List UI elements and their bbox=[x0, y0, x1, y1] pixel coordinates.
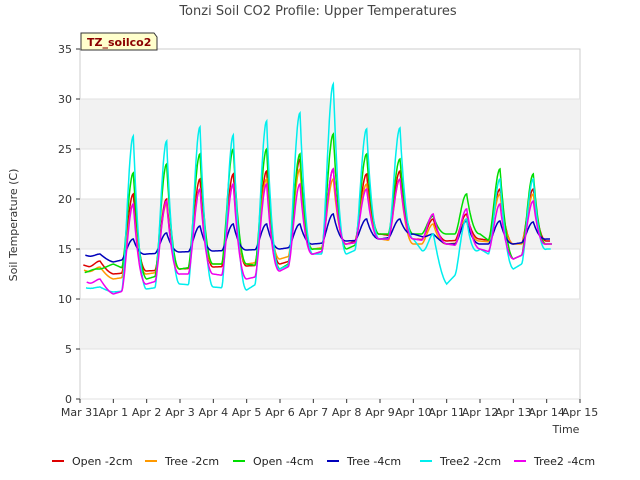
x-tick-label: Apr 4 bbox=[199, 406, 229, 419]
legend-label: Tree2 -4cm bbox=[533, 455, 595, 468]
grid-band bbox=[80, 299, 580, 349]
legend-label: Tree -4cm bbox=[346, 455, 401, 468]
legend-item: Tree2 -2cm bbox=[420, 455, 501, 468]
site-tag: TZ_soilco2 bbox=[80, 32, 158, 51]
x-tick-label: Apr 7 bbox=[299, 406, 329, 419]
legend: Open -2cm Tree -2cm Open -4cm Tree -4cm Tree… bbox=[52, 455, 595, 468]
x-tick-label: Apr 2 bbox=[132, 406, 162, 419]
legend-item: Tree2 -4cm bbox=[514, 455, 595, 468]
series-line-open-4cm bbox=[84, 132, 552, 280]
x-axis-label: Time bbox=[552, 423, 580, 436]
series-line-tree2-4cm bbox=[86, 167, 552, 295]
legend-item: Tree -4cm bbox=[327, 455, 401, 468]
legend-label: Open -2cm bbox=[72, 455, 133, 468]
x-tick-label: Apr 10 bbox=[395, 406, 432, 419]
legend-label: Tree2 -2cm bbox=[439, 455, 501, 468]
x-tick-label: Apr 15 bbox=[562, 406, 599, 419]
y-tick-label: 5 bbox=[65, 343, 72, 356]
series-line-tree2-2cm bbox=[85, 81, 551, 293]
x-tick-label: Mar 31 bbox=[61, 406, 99, 419]
y-tick-label: 25 bbox=[58, 143, 72, 156]
x-tick-label: Apr 1 bbox=[99, 406, 129, 419]
series-lines bbox=[83, 81, 552, 295]
legend-item: Tree -2cm bbox=[145, 455, 219, 468]
x-tick-label: Apr 6 bbox=[265, 406, 295, 419]
site-tag-box bbox=[80, 32, 158, 51]
y-tick-label: 30 bbox=[58, 93, 72, 106]
x-axis-ticks: Mar 31 Apr 1 Apr 2 Apr 3 Apr 4 Apr 5 Apr 6 Apr … bbox=[61, 399, 598, 419]
y-axis-label: Soil Temperature (C) bbox=[7, 169, 20, 282]
legend-item: Open -4cm bbox=[233, 455, 314, 468]
y-tick-label: 15 bbox=[58, 243, 72, 256]
x-tick-label: Apr 12 bbox=[462, 406, 499, 419]
x-tick-label: Apr 9 bbox=[365, 406, 395, 419]
y-tick-label: 20 bbox=[58, 193, 72, 206]
x-tick-label: Apr 5 bbox=[232, 406, 262, 419]
legend-item: Open -2cm bbox=[52, 455, 133, 468]
x-tick-label: Apr 11 bbox=[428, 406, 465, 419]
x-tick-label: Apr 3 bbox=[165, 406, 195, 419]
chart-title: Tonzi Soil CO2 Profile: Upper Temperatur… bbox=[178, 4, 457, 19]
x-tick-label: Apr 13 bbox=[495, 406, 532, 419]
legend-label: Open -4cm bbox=[253, 455, 314, 468]
y-tick-label: 10 bbox=[58, 293, 72, 306]
site-tag-label: TZ_soilco2 bbox=[87, 36, 151, 49]
y-tick-label: 0 bbox=[65, 393, 72, 406]
x-tick-label: Apr 8 bbox=[332, 406, 362, 419]
y-tick-label: 35 bbox=[58, 43, 72, 56]
x-tick-label: Apr 14 bbox=[528, 406, 565, 419]
y-axis-ticks: 0 5 10 15 20 25 30 35 bbox=[58, 43, 80, 406]
legend-label: Tree -2cm bbox=[164, 455, 219, 468]
